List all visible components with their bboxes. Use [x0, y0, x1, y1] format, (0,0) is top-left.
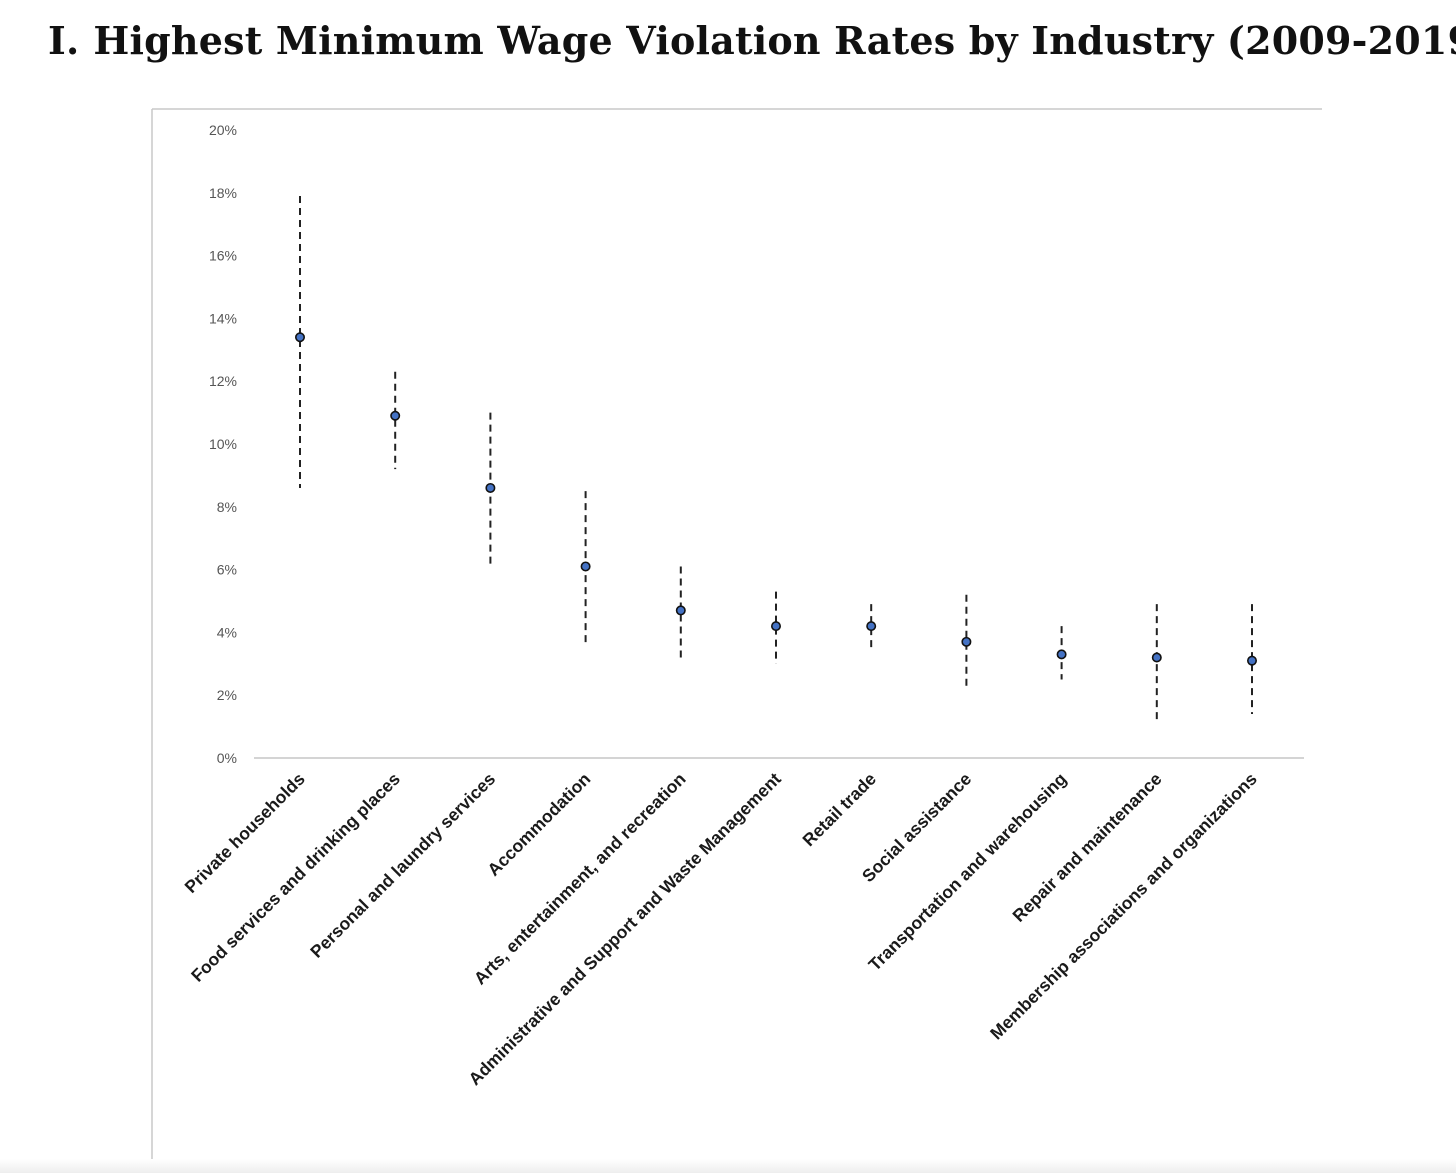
- section-numeral: I.: [48, 18, 80, 63]
- y-tick-label: 18%: [209, 185, 237, 201]
- y-tick-label: 12%: [209, 373, 237, 389]
- data-point: [770, 621, 781, 632]
- x-tick-label: Administrative and Support and Waste Man…: [464, 769, 784, 1089]
- x-tick-label: Personal and laundry services: [306, 769, 499, 962]
- page-title: I. Highest Minimum Wage Violation Rates b…: [48, 18, 1456, 63]
- bottom-edge-shadow: [0, 1159, 1456, 1173]
- x-tick-label: Retail trade: [798, 768, 880, 850]
- y-tick-label: 10%: [209, 436, 237, 452]
- y-tick-label: 14%: [209, 310, 237, 326]
- x-tick-label: Accommodation: [483, 769, 594, 880]
- data-point: [866, 621, 877, 632]
- y-tick-label: 8%: [217, 499, 237, 515]
- data-point: [580, 561, 591, 572]
- data-point: [294, 332, 305, 343]
- y-tick-label: 4%: [217, 624, 237, 640]
- confidence-intervals: [299, 195, 1253, 721]
- y-tick-label: 2%: [217, 687, 237, 703]
- x-tick-label: Transportation and warehousing: [864, 769, 1070, 975]
- data-point: [675, 605, 686, 616]
- data-point: [1247, 655, 1258, 666]
- y-tick-label: 16%: [209, 248, 237, 264]
- x-tick-label: Food services and drinking places: [187, 769, 404, 986]
- chart-title: Highest Minimum Wage Violation Rates by …: [93, 18, 1456, 63]
- data-point: [961, 636, 972, 647]
- y-tick-label: 6%: [217, 562, 237, 578]
- data-points: [294, 332, 1258, 666]
- data-point: [1151, 652, 1162, 663]
- data-point: [485, 482, 496, 493]
- y-tick-label: 20%: [209, 122, 237, 138]
- y-tick-label: 0%: [217, 750, 237, 766]
- data-point: [390, 410, 401, 421]
- data-point: [1056, 649, 1067, 660]
- x-tick-label: Arts, entertainment, and recreation: [470, 769, 690, 989]
- y-axis-ticks: 0% 2% 4% 6% 8% 10% 12% 14% 16% 18% 20%: [209, 122, 237, 766]
